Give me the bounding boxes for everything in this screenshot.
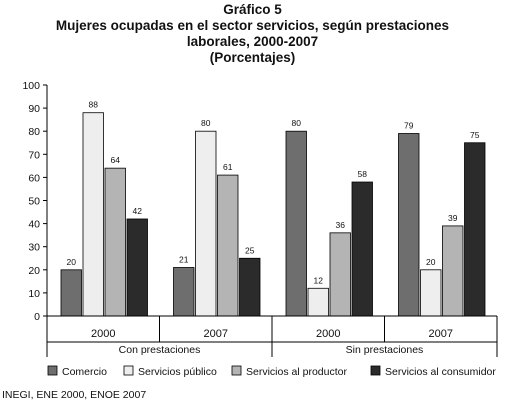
y-tick-label: 70 [28, 149, 40, 161]
chart-title-line-1: Gráfico 5 [223, 2, 282, 17]
data-label: 79 [404, 121, 414, 131]
data-label: 58 [358, 169, 368, 179]
y-tick-label: 50 [28, 196, 40, 208]
bar-servicios-publico [82, 112, 104, 317]
data-label: 88 [89, 100, 99, 110]
bar-servicios-al-productor [329, 232, 351, 317]
y-tick-label: 10 [28, 288, 40, 300]
y-tick-label: 90 [28, 103, 40, 115]
legend-swatch [47, 365, 58, 376]
x-tick-label: 2007 [204, 328, 228, 340]
bar-comercio [398, 133, 420, 317]
bar-servicios-al-productor [442, 225, 464, 317]
x-tick-label: 2000 [91, 328, 115, 340]
data-label: 20 [67, 257, 77, 267]
bar-servicios-publico [307, 287, 329, 317]
bar-comercio [60, 269, 82, 317]
bar-servicios-al-consumidor [239, 257, 261, 317]
bar-servicios-al-productor [104, 167, 126, 317]
data-label: 20 [426, 257, 436, 267]
legend-label: Servicios al consumidor [385, 366, 496, 378]
y-tick-label: 40 [28, 219, 40, 231]
legend-label: Comercio [62, 366, 107, 378]
bar-servicios-al-consumidor [351, 181, 373, 317]
chart-title-line-3: laborales, 2000-2007 [186, 34, 319, 49]
chart-title: Gráfico 5 Mujeres ocupadas en el sector … [0, 2, 505, 66]
data-label: 80 [201, 118, 211, 128]
bar-servicios-al-productor [217, 174, 239, 317]
y-tick-label: 30 [28, 242, 40, 254]
data-label: 21 [179, 254, 189, 264]
bar-servicios-publico [195, 130, 217, 317]
chart-title-line-2: Mujeres ocupadas en el sector servicios,… [55, 18, 450, 33]
data-label: 61 [223, 162, 233, 172]
y-tick-label: 20 [28, 265, 40, 277]
legend-label: Servicios al productor [246, 366, 347, 378]
y-tick-label: 0 [34, 311, 40, 323]
data-label: 42 [133, 206, 143, 216]
data-label: 25 [245, 245, 255, 255]
bar-servicios-al-consumidor [464, 142, 486, 317]
bar-comercio [173, 267, 195, 317]
data-label: 64 [111, 155, 121, 165]
source-note: INEGI, ENE 2000, ENOE 2007 [2, 389, 147, 401]
bar-servicios-al-consumidor [126, 218, 148, 317]
x-tick-label: 2007 [429, 328, 453, 340]
data-label: 39 [448, 213, 458, 223]
y-tick-label: 80 [28, 126, 40, 138]
group-label: Con prestaciones [119, 344, 201, 356]
y-tick-label: 100 [22, 80, 40, 92]
x-tick-label: 2000 [316, 328, 340, 340]
group-label: Sin prestaciones [346, 344, 424, 356]
data-label: 36 [336, 220, 346, 230]
data-label: 80 [292, 118, 302, 128]
legend-swatch [123, 365, 134, 376]
data-label: 75 [470, 130, 480, 140]
y-tick-label: 60 [28, 172, 40, 184]
bar-comercio [285, 130, 307, 317]
legend-swatch [370, 365, 381, 376]
legend-swatch [231, 365, 242, 376]
chart-title-line-4: (Porcentajes) [209, 50, 296, 65]
bar-servicios-publico [420, 269, 442, 317]
legend-label: Servicios público [138, 366, 217, 378]
data-label: 12 [314, 275, 324, 285]
